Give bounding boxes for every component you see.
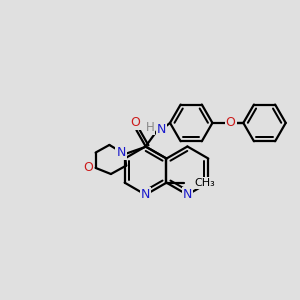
Text: N: N [183, 188, 192, 201]
Text: O: O [226, 116, 236, 129]
Text: H: H [146, 121, 154, 134]
Text: N: N [141, 188, 150, 201]
Text: O: O [83, 161, 93, 174]
Text: CH₃: CH₃ [194, 178, 215, 188]
Text: O: O [130, 116, 140, 129]
Text: N: N [116, 146, 126, 159]
Text: N: N [157, 123, 166, 136]
